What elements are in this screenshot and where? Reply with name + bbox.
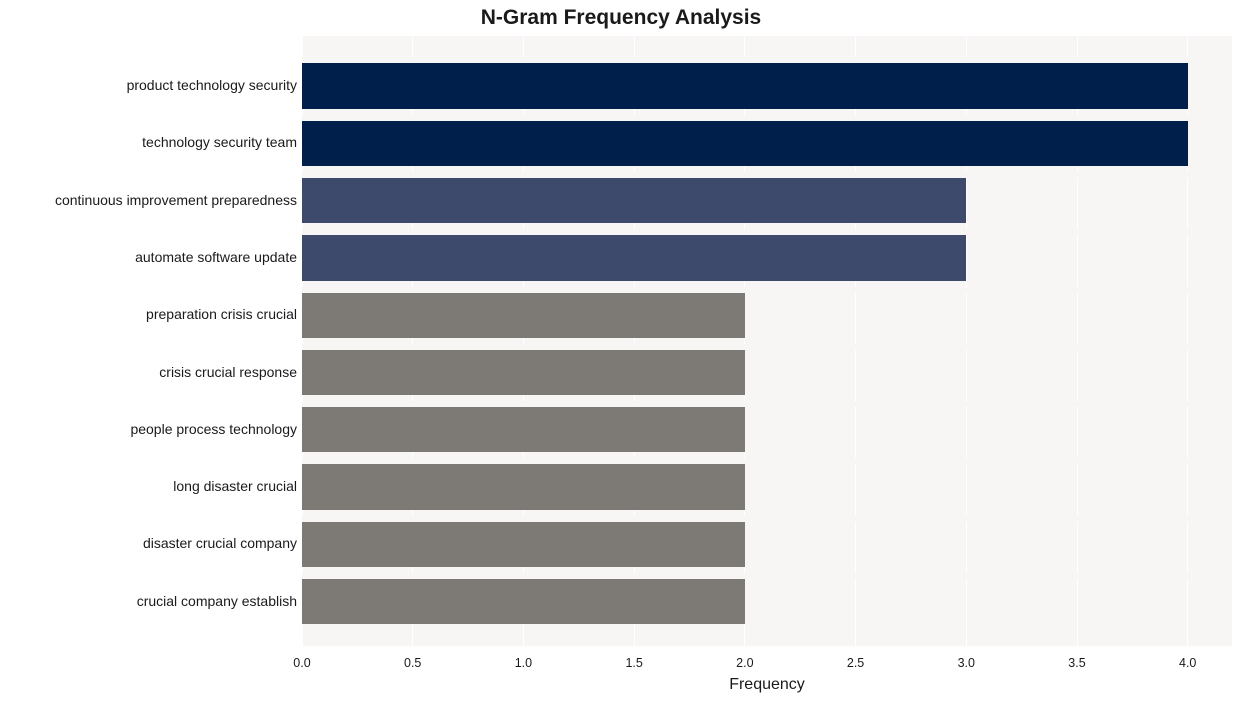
y-tick-label: automate software update: [135, 249, 297, 265]
x-tick-label: 2.5: [847, 656, 864, 670]
bar: [302, 407, 745, 452]
y-tick-label: product technology security: [127, 77, 297, 93]
y-tick-label: technology security team: [142, 134, 297, 150]
bar: [302, 464, 745, 509]
bar: [302, 522, 745, 567]
x-tick-label: 3.0: [958, 656, 975, 670]
x-tick-label: 0.5: [404, 656, 421, 670]
bar: [302, 579, 745, 624]
y-tick-label: crisis crucial response: [159, 364, 297, 380]
x-tick-label: 3.5: [1068, 656, 1085, 670]
x-tick-label: 4.0: [1179, 656, 1196, 670]
x-tick-label: 1.5: [625, 656, 642, 670]
x-tick-label: 0.0: [293, 656, 310, 670]
ngram-frequency-chart: N-Gram Frequency Analysis product techno…: [0, 0, 1242, 701]
x-axis-title: Frequency: [302, 676, 1232, 694]
x-tick-label: 1.0: [515, 656, 532, 670]
y-tick-label: preparation crisis crucial: [146, 306, 297, 322]
bar: [302, 293, 745, 338]
bar: [302, 178, 966, 223]
y-tick-label: crucial company establish: [137, 593, 297, 609]
y-tick-label: continuous improvement preparedness: [55, 192, 297, 208]
bar: [302, 63, 1188, 108]
y-tick-label: people process technology: [130, 421, 297, 437]
bar: [302, 350, 745, 395]
bar: [302, 235, 966, 280]
bar: [302, 121, 1188, 166]
plot-area: [302, 36, 1232, 646]
x-tick-label: 2.0: [736, 656, 753, 670]
y-tick-label: disaster crucial company: [143, 535, 297, 551]
y-tick-label: long disaster crucial: [173, 478, 297, 494]
chart-title: N-Gram Frequency Analysis: [0, 6, 1242, 30]
